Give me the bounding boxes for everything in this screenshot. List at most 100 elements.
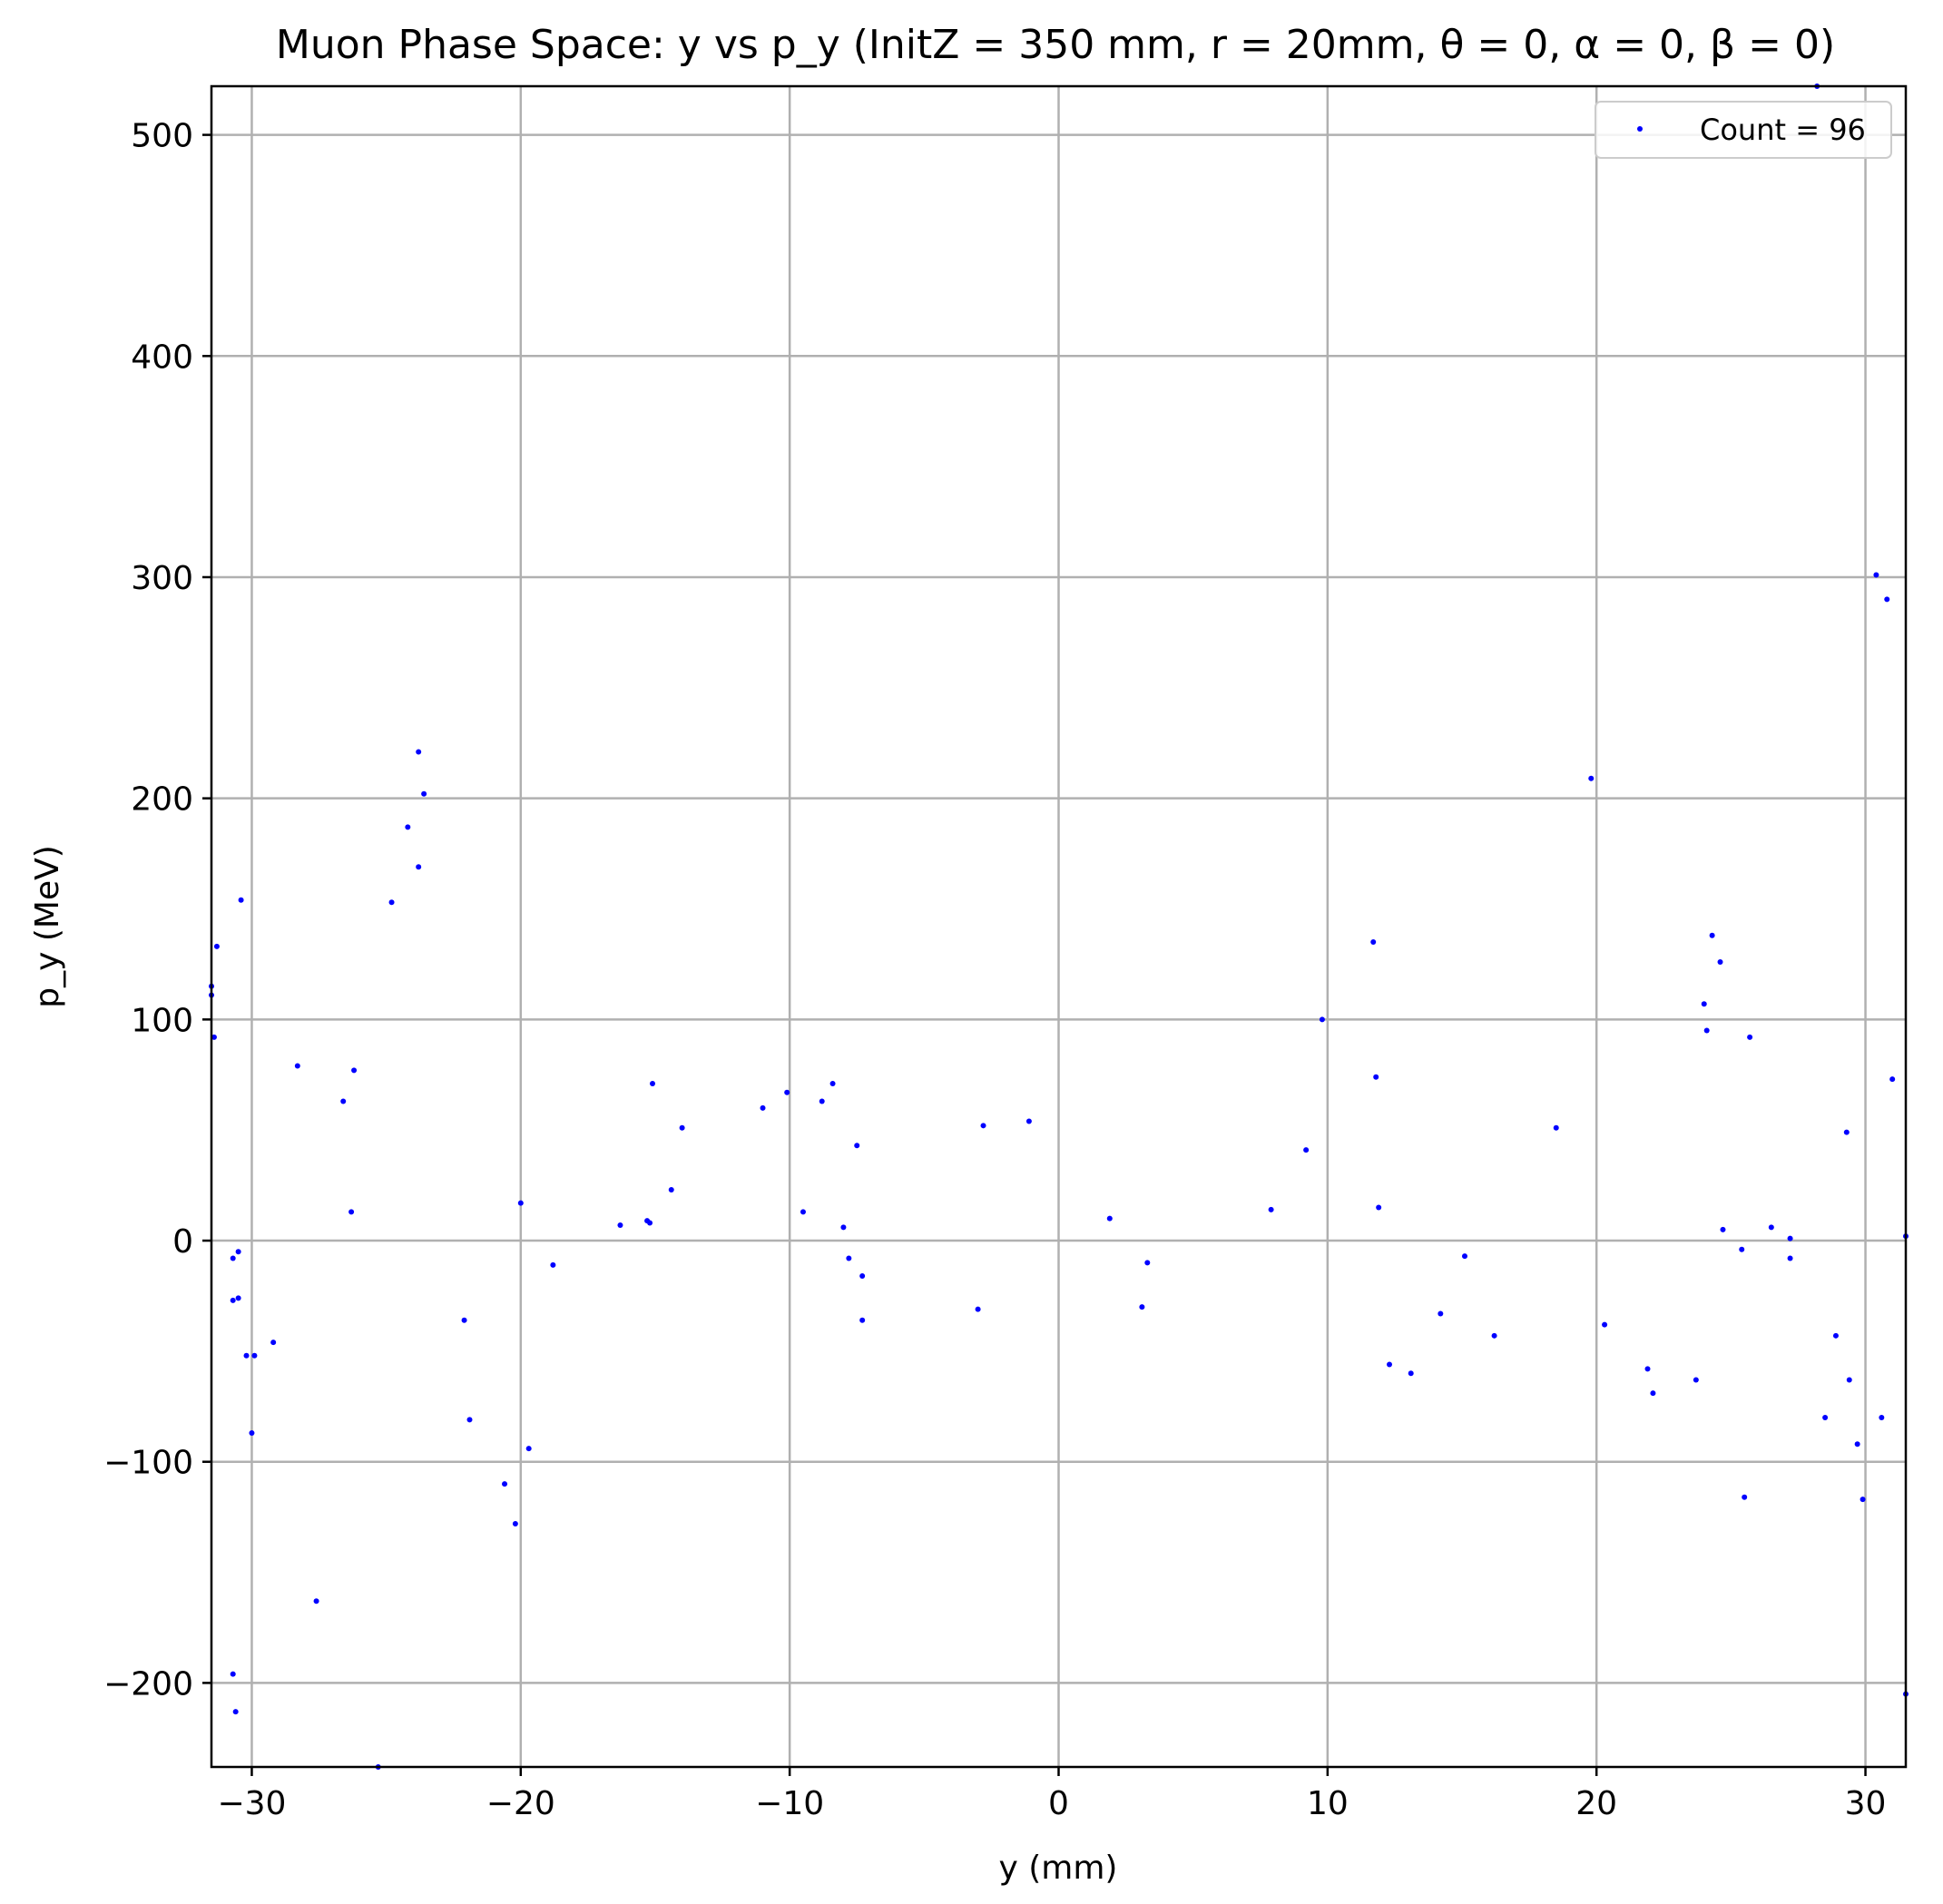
data-point	[512, 1520, 518, 1526]
data-point	[1408, 1370, 1414, 1377]
x-tick-label: 0	[1048, 1785, 1069, 1822]
data-point	[1650, 1390, 1656, 1397]
data-point	[854, 1143, 860, 1149]
data-point	[1884, 596, 1890, 603]
data-point	[1742, 1494, 1748, 1500]
data-point	[232, 1709, 239, 1715]
data-point	[1879, 1414, 1885, 1420]
data-point	[1717, 958, 1723, 965]
data-point	[617, 1222, 623, 1228]
data-point	[1370, 939, 1377, 946]
data-point	[1373, 1074, 1379, 1080]
data-point	[859, 1317, 866, 1323]
y-tick-label: 300	[131, 560, 193, 597]
y-tick-label: −100	[103, 1445, 193, 1482]
y-tick-label: 200	[131, 781, 193, 819]
data-point	[1144, 1260, 1151, 1266]
data-point	[1843, 1129, 1850, 1135]
legend: Count = 96	[1595, 101, 1892, 159]
x-tick-label: 20	[1575, 1785, 1617, 1822]
data-point	[829, 1081, 836, 1087]
data-point	[502, 1481, 508, 1487]
chart-title: Muon Phase Space: y vs p_y (InitZ = 350 …	[276, 22, 1835, 68]
data-point	[819, 1098, 825, 1104]
data-point	[1438, 1310, 1444, 1317]
data-point	[650, 1081, 656, 1087]
x-axis-label: y (mm)	[999, 1850, 1118, 1887]
data-point	[975, 1306, 981, 1312]
data-point	[1854, 1441, 1860, 1448]
data-point	[416, 749, 422, 755]
data-point	[230, 1297, 236, 1303]
data-point	[348, 1209, 355, 1215]
x-tick-label: 30	[1845, 1785, 1887, 1822]
x-tick-label: 10	[1307, 1785, 1349, 1822]
data-point	[405, 824, 411, 830]
data-point	[213, 943, 220, 949]
data-point	[980, 1123, 986, 1129]
data-point	[1139, 1304, 1145, 1310]
data-point	[230, 1255, 236, 1261]
data-point	[1602, 1321, 1608, 1328]
data-point	[1822, 1414, 1829, 1420]
data-point	[1693, 1377, 1699, 1383]
data-point	[461, 1317, 467, 1323]
legend-marker	[1637, 126, 1643, 132]
y-tick-label: 500	[131, 118, 193, 155]
data-point	[1720, 1226, 1726, 1232]
legend-box	[1595, 101, 1892, 159]
y-tick-label: 0	[172, 1223, 193, 1261]
data-point	[1787, 1255, 1793, 1261]
data-point	[1832, 1332, 1839, 1339]
y-tick-label: −200	[103, 1665, 193, 1703]
data-point	[1768, 1224, 1774, 1231]
data-point	[270, 1340, 277, 1346]
data-point	[1491, 1332, 1497, 1339]
x-tick-label: −10	[755, 1785, 824, 1822]
data-point	[243, 1352, 250, 1359]
data-point	[1846, 1377, 1852, 1383]
data-point	[1268, 1206, 1274, 1212]
data-point	[859, 1273, 866, 1280]
data-point	[388, 899, 395, 906]
y-tick-label: 400	[131, 339, 193, 376]
y-tick-label: 100	[131, 1002, 193, 1039]
data-point	[1588, 775, 1595, 781]
data-point	[668, 1186, 674, 1192]
data-point	[313, 1598, 319, 1605]
data-point	[251, 1352, 258, 1359]
y-axis-label: p_y (MeV)	[29, 845, 66, 1008]
data-point	[1889, 1076, 1896, 1083]
data-point	[351, 1067, 358, 1074]
data-point	[525, 1446, 532, 1452]
data-point	[1106, 1215, 1113, 1222]
data-point	[421, 790, 427, 797]
data-point	[679, 1124, 685, 1131]
data-points	[209, 83, 1909, 1770]
data-point	[800, 1209, 806, 1215]
data-point	[1747, 1034, 1753, 1040]
data-point	[1553, 1124, 1559, 1131]
x-axis-ticks: −30 −20 −10 0 10 20 30	[217, 1767, 1886, 1822]
data-point	[211, 1034, 217, 1040]
data-point	[416, 864, 422, 870]
y-axis-ticks: −200 −100 0 100 200 300 400 500	[103, 118, 211, 1703]
data-point	[466, 1417, 473, 1423]
data-point	[1703, 1027, 1710, 1034]
data-point	[294, 1063, 300, 1069]
data-point	[1461, 1253, 1467, 1260]
data-point	[517, 1200, 524, 1206]
data-point	[1873, 572, 1879, 578]
grid-lines	[211, 86, 1906, 1767]
x-tick-label: −30	[217, 1785, 286, 1822]
legend-entry-label: Count = 96	[1700, 113, 1866, 147]
data-point	[1860, 1497, 1866, 1503]
data-point	[238, 897, 244, 903]
data-point	[1303, 1147, 1310, 1153]
data-point	[647, 1220, 653, 1226]
data-point	[1709, 932, 1715, 938]
data-point	[846, 1255, 852, 1261]
data-point	[760, 1104, 766, 1111]
data-point	[840, 1224, 847, 1231]
